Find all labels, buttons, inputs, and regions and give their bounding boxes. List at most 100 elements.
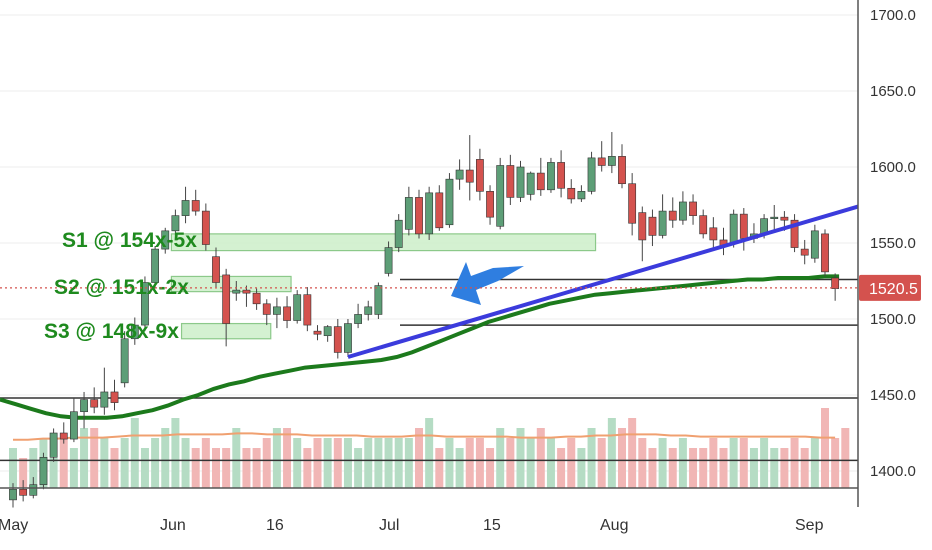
- volume-bar: [587, 428, 596, 488]
- support-annotations: S1 @ 154x-5x S2 @ 151x-2x S3 @ 148x-9x: [44, 229, 197, 343]
- candle-down: [59, 432, 68, 440]
- volume-bar: [151, 438, 160, 488]
- candle-up: [293, 294, 302, 321]
- candle-up: [130, 324, 139, 340]
- volume-bar: [821, 408, 829, 488]
- y-tick-label: 1600.0: [870, 159, 916, 176]
- candle-down: [465, 169, 474, 183]
- candle-down: [709, 227, 718, 241]
- candle-up: [39, 457, 48, 485]
- y-tick-label: 1500.0: [870, 311, 916, 328]
- volume-bar: [790, 438, 799, 488]
- y-tick-label: 1400.0: [870, 463, 916, 480]
- candle-up: [232, 289, 241, 294]
- candle-up: [9, 488, 17, 501]
- volume-bar: [618, 428, 626, 488]
- candle-up: [49, 432, 58, 458]
- volume-bar: [749, 448, 758, 488]
- candle-up: [70, 411, 78, 440]
- candles: [9, 132, 840, 508]
- volume-bar: [668, 448, 677, 488]
- volume-bar: [354, 448, 363, 488]
- volume-bar: [252, 448, 261, 488]
- volume-bar: [59, 438, 68, 488]
- volume-bar: [800, 448, 809, 488]
- volume-bar: [374, 438, 383, 488]
- candle-down: [638, 212, 647, 241]
- x-tick-label: Jun: [160, 517, 186, 534]
- trendline[interactable]: [347, 204, 859, 359]
- volume-bar: [689, 448, 698, 488]
- volume-moving-average-line: [13, 432, 836, 441]
- volume-bar: [303, 448, 312, 488]
- candle-up: [100, 391, 109, 408]
- candle-up: [526, 172, 535, 195]
- volume-bar: [658, 438, 667, 488]
- candle-down: [110, 391, 119, 403]
- volume-bar: [394, 438, 403, 488]
- candle-up: [496, 165, 505, 227]
- x-tick-label: 15: [483, 517, 501, 534]
- volume-bar: [810, 438, 819, 488]
- candle-up: [425, 192, 434, 235]
- candle-down: [262, 303, 271, 315]
- candle-down: [567, 187, 576, 200]
- volume-bar: [191, 448, 200, 488]
- support-zone: [170, 275, 292, 293]
- volume-bar: [130, 418, 139, 488]
- candle-up: [455, 169, 464, 180]
- x-tick-label: Aug: [600, 517, 628, 534]
- candle-up: [181, 200, 190, 216]
- volume-bar: [475, 438, 484, 488]
- volume-bar: [760, 438, 769, 488]
- volume-bar: [557, 448, 566, 488]
- candle-down: [283, 306, 291, 321]
- volume-bar: [841, 428, 850, 488]
- candle-up: [354, 314, 362, 324]
- candle-down: [597, 157, 606, 166]
- candle-down: [303, 294, 312, 326]
- candle-up: [384, 247, 393, 274]
- y-tick-label: 1450.0: [870, 387, 916, 404]
- candle-up: [516, 166, 525, 198]
- volume-bar: [506, 438, 515, 488]
- candle-down: [222, 274, 231, 324]
- volume-bar: [597, 438, 606, 488]
- candle-up: [547, 162, 555, 191]
- volume-bar: [445, 438, 454, 488]
- support-zone: [170, 233, 597, 252]
- candle-down: [699, 215, 708, 235]
- volume-bar: [404, 438, 413, 488]
- time-axis[interactable]: May Jun 16 Jul 15 Aug Sep: [0, 517, 824, 534]
- volume-bar: [465, 438, 474, 488]
- candle-up: [80, 399, 88, 413]
- volume-bar: [161, 428, 170, 488]
- volume-bar: [516, 428, 525, 488]
- candle-down: [252, 292, 261, 305]
- price-axis[interactable]: 1700.0 1650.0 1600.0 1550.0 1500.0 1450.…: [870, 7, 916, 480]
- candle-down: [191, 200, 200, 212]
- candle-up: [364, 306, 373, 315]
- candle-down: [689, 201, 697, 216]
- volume-bar: [293, 438, 302, 488]
- volume-bar: [49, 458, 58, 488]
- candle-down: [618, 156, 626, 185]
- x-tick-label: May: [0, 517, 28, 534]
- y-tick-label: 1650.0: [870, 83, 916, 100]
- volume-bar: [232, 428, 241, 488]
- arrow-annotation: [451, 262, 524, 305]
- volume-bar: [496, 428, 505, 488]
- volume-bar: [536, 428, 545, 488]
- volume-bar: [719, 448, 728, 488]
- volume-bar: [739, 438, 748, 488]
- volume-bar: [9, 448, 17, 488]
- candle-down: [475, 159, 484, 192]
- candle-down: [201, 210, 210, 245]
- annotation-s3: S3 @ 148x-9x: [44, 320, 179, 343]
- volume-bar: [80, 428, 89, 488]
- candle-up: [587, 157, 596, 192]
- moving-average-line: [0, 274, 840, 420]
- volume-bar: [567, 438, 576, 488]
- last-price-value: 1520.5: [869, 281, 918, 298]
